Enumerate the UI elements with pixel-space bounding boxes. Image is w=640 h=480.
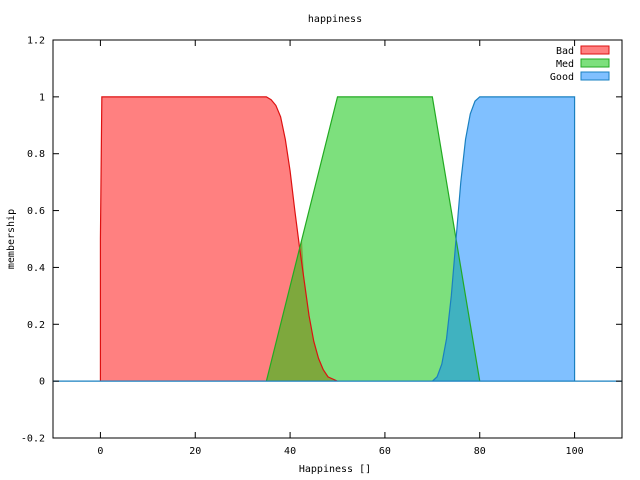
x-tick-label: 100 (566, 446, 584, 457)
x-axis-label: Happiness [] (299, 464, 371, 475)
y-tick-label: 0.6 (27, 206, 45, 217)
series-layer (100, 96, 575, 382)
y-tick-label: 0.8 (27, 149, 45, 160)
y-tick-label: 1.2 (27, 36, 45, 47)
series-outlines (99, 96, 576, 382)
y-axis-label: membership (6, 209, 17, 269)
series-area-bad (100, 96, 338, 382)
legend: Bad Med Good (550, 45, 610, 83)
series-line-good (431, 96, 576, 382)
y-tick-label: -0.2 (21, 434, 45, 445)
frame-layer (52, 39, 623, 439)
x-tick-label: 80 (474, 446, 486, 457)
y-tick-label: 0 (39, 377, 45, 388)
overlap-area-med-good (432, 239, 480, 382)
legend-swatch-med (580, 58, 610, 68)
y-tick-label: 0.4 (27, 263, 45, 274)
x-tick-label: 0 (97, 446, 103, 457)
chart-title: happiness (308, 14, 362, 25)
x-tick-label: 20 (189, 446, 201, 457)
legend-swatch-bad (580, 45, 610, 55)
legend-swatch-good (580, 71, 610, 81)
legend-label-good: Good (550, 72, 574, 83)
plot-frame (52, 39, 623, 439)
y-tick-label: 1 (39, 92, 45, 103)
x-tick-label: 40 (284, 446, 296, 457)
tick-layer: 0 20 40 60 80 100 -0.2 0 0.2 0.4 0.6 0.8 1 1.2 (21, 36, 622, 457)
legend-label-med: Med (556, 59, 574, 70)
overlap-layer (266, 239, 480, 382)
series-line-bad (99, 96, 338, 382)
legend-label-bad: Bad (556, 46, 574, 57)
y-tick-label: 0.2 (27, 320, 45, 331)
x-tick-label: 60 (379, 446, 391, 457)
overlap-area-bad-med (266, 239, 338, 382)
